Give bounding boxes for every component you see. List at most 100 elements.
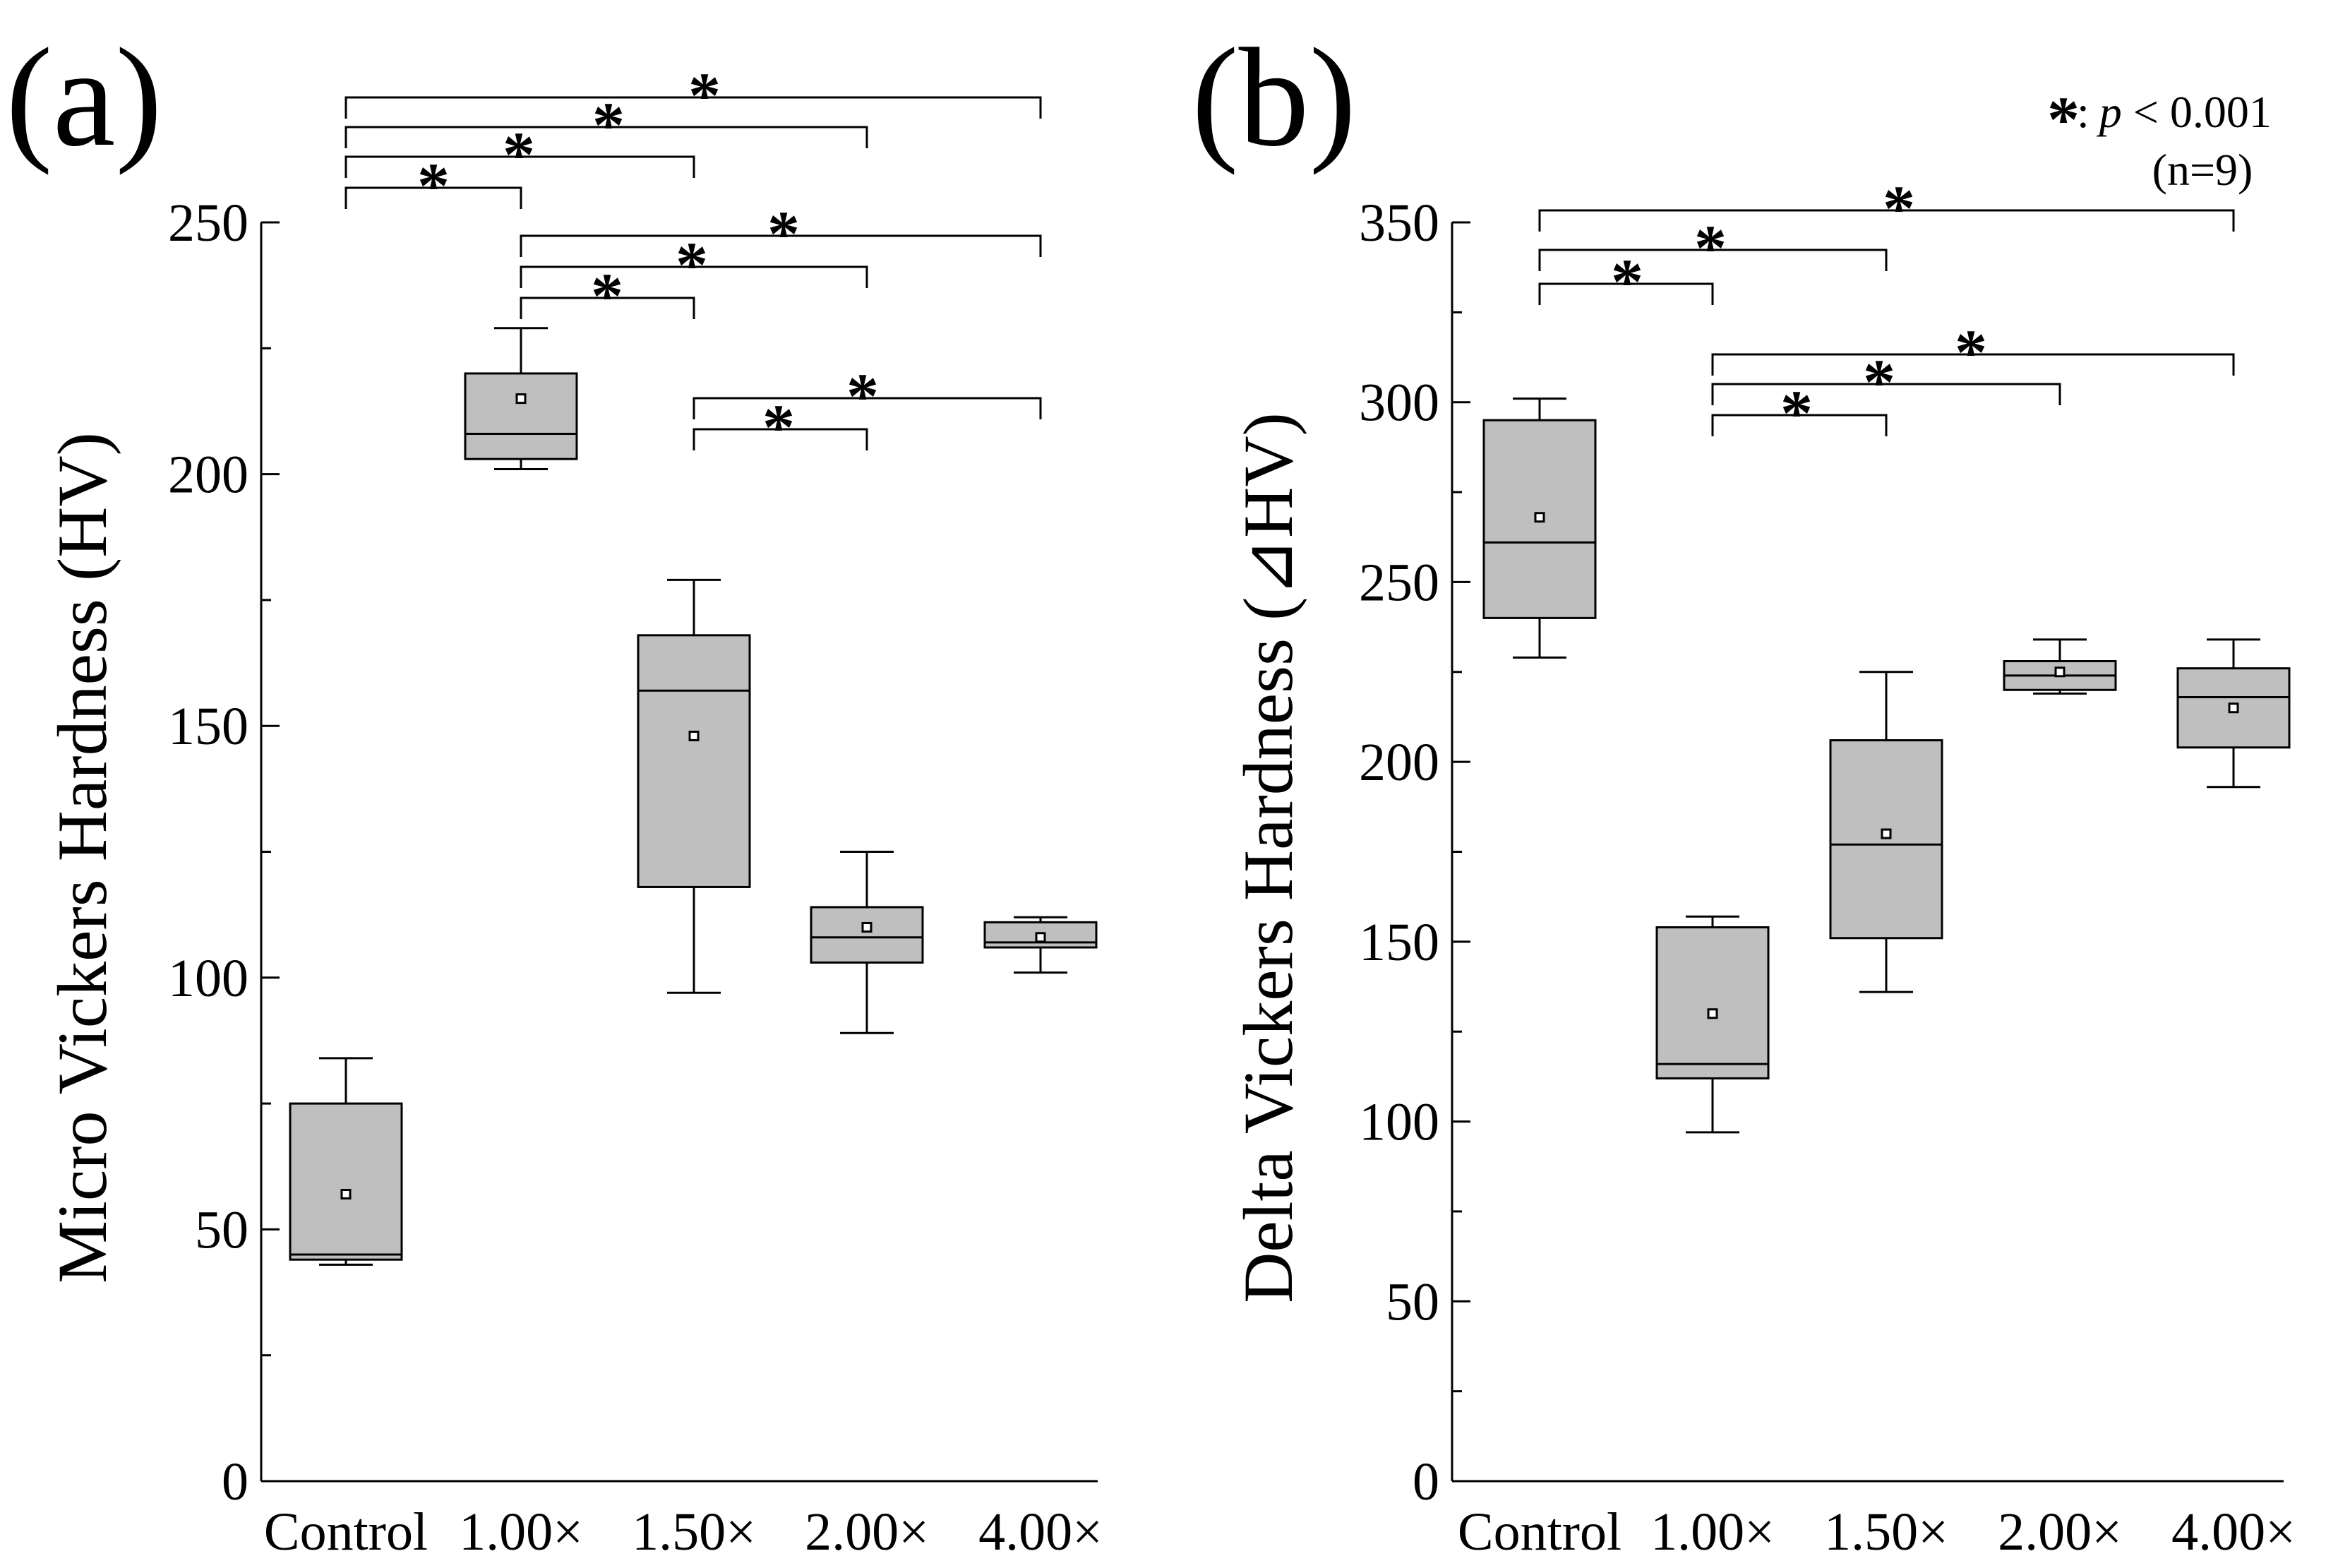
mean-marker [340, 1188, 352, 1199]
x-category-label-b: 1.00× [1650, 1502, 1775, 1562]
bracket-line [693, 397, 1042, 419]
x-category-label-a: 4.00× [978, 1502, 1103, 1562]
significance-star: * [767, 198, 800, 270]
bracket-line [344, 155, 695, 178]
bracket-line [693, 428, 868, 450]
significance-star: * [592, 89, 625, 161]
significance-bracket-b: * [1711, 377, 1888, 449]
bracket-line [1538, 282, 1714, 305]
y-tick-label-a: 200 [168, 445, 248, 505]
significance-star: * [503, 119, 535, 191]
box-a-0 [289, 1057, 403, 1266]
y-tick-label-b: 100 [1359, 1093, 1439, 1152]
box-b-2 [1829, 671, 1943, 993]
significance-star: * [1780, 377, 1813, 449]
significance-bracket-a: * [344, 150, 522, 222]
x-category-label-b: 4.00× [2171, 1502, 2296, 1562]
iqr-box [2176, 667, 2291, 749]
significance-bracket-a: * [520, 229, 868, 301]
box-b-0 [1482, 397, 1597, 659]
legend-sample-size: (n=9) [2152, 145, 2253, 195]
plot-b: 0 50 100 150 200 250 300 350 Control 1.00× 1.50× 2.… [1359, 172, 2296, 1562]
box-b-3 [2003, 638, 2117, 695]
y-tick-label-a: 150 [168, 697, 248, 756]
x-category-label-b: 2.00× [1998, 1502, 2122, 1562]
mean-marker [688, 730, 700, 741]
x-category-label-a: 2.00× [805, 1502, 929, 1562]
x-category-label-b: Control [1458, 1502, 1621, 1562]
x-category-label-b: 1.50× [1824, 1502, 1948, 1562]
significance-bracket-a: * [344, 119, 695, 191]
significance-bracket-a: * [520, 260, 695, 332]
significance-star: * [1694, 212, 1727, 284]
mean-marker [1707, 1008, 1718, 1019]
bracket-line [1538, 209, 2235, 232]
legend-p-text: :p < 0.001 [2077, 87, 2272, 137]
significance-star: * [846, 360, 879, 432]
y-axis-title-a: Micro Vickers Hardness (HV) [43, 432, 121, 1283]
significance-bracket-b: * [1711, 346, 2061, 418]
y-axis-title-b: Delta Vickers Hardness (⊿HV) [1229, 412, 1307, 1303]
y-tick-label-b: 50 [1386, 1272, 1439, 1331]
iqr-box [810, 906, 924, 964]
box-b-4 [2176, 638, 2291, 789]
mean-marker [1035, 932, 1046, 943]
panel-label-b: (b) [1192, 20, 1356, 176]
mean-marker [515, 393, 527, 405]
legend-p-threshold: < 0.001 [2122, 87, 2272, 137]
bracket-line [520, 265, 868, 288]
panel-label-a: (a) [6, 20, 162, 176]
significance-star: * [1955, 316, 1987, 388]
significance-legend: * :p < 0.001 (n=9) [2047, 83, 2272, 195]
iqr-box [637, 634, 751, 888]
significance-star: * [1611, 246, 1643, 318]
x-category-label-a: 1.50× [632, 1502, 756, 1562]
significance-star: * [688, 59, 721, 131]
bracket-line [344, 186, 522, 209]
mean-marker [1881, 828, 1892, 839]
y-tick-label-b: 350 [1359, 193, 1439, 253]
box-a-2 [637, 578, 751, 994]
box-b-1 [1655, 915, 1770, 1134]
significance-bracket-b: * [1538, 172, 2235, 244]
significance-star: * [417, 150, 450, 222]
significance-bracket-a: * [693, 360, 1042, 432]
y-tick-label-a: 100 [168, 949, 248, 1008]
legend-colon: : [2077, 87, 2090, 137]
significance-bracket-a: * [693, 391, 868, 463]
significance-star: * [1883, 172, 1915, 244]
significance-bracket-b: * [1711, 316, 2235, 388]
bracket-line [520, 234, 1042, 257]
mean-marker [861, 921, 873, 933]
x-category-label-a: 1.00× [459, 1502, 583, 1562]
bracket-line [1538, 249, 1888, 271]
significance-star: * [1863, 346, 1895, 418]
significance-star: * [762, 391, 795, 463]
y-tick-label-a: 50 [195, 1200, 248, 1259]
significance-star: * [676, 229, 708, 301]
y-tick-label-a: 0 [222, 1452, 248, 1512]
bracket-line [1711, 353, 2235, 376]
box-a-4 [983, 916, 1098, 974]
y-tick-label-b: 0 [1413, 1452, 1439, 1512]
significance-star: * [591, 260, 623, 332]
iqr-box [464, 372, 578, 460]
bracket-line [520, 297, 695, 319]
legend-p-italic: p [2097, 87, 2122, 137]
iqr-box [289, 1102, 403, 1261]
bracket-line [344, 126, 868, 148]
significance-bracket-b: * [1538, 212, 1888, 284]
x-category-label-a: Control [264, 1502, 428, 1562]
significance-bracket-a: * [520, 198, 1042, 270]
y-tick-label-b: 150 [1359, 913, 1439, 972]
box-a-3 [810, 851, 924, 1034]
y-tick-label-b: 200 [1359, 733, 1439, 792]
y-tick-label-a: 250 [168, 193, 248, 253]
significance-bracket-a: * [344, 59, 1042, 131]
y-tick-label-b: 300 [1359, 373, 1439, 433]
iqr-box [1829, 739, 1943, 940]
legend-star: * [2047, 83, 2080, 155]
y-tick-label-b: 250 [1359, 553, 1439, 612]
significance-bracket-a: * [344, 89, 868, 161]
